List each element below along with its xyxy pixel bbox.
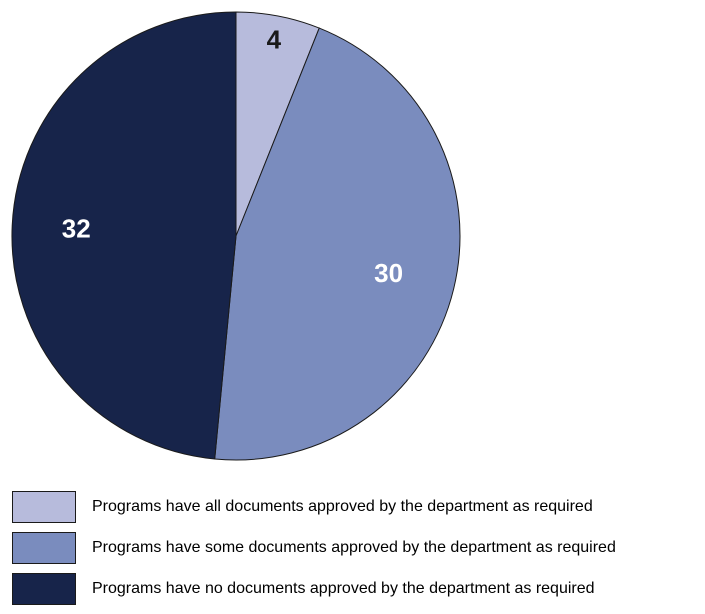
data-label-none-approved: 32: [62, 213, 91, 243]
legend-item-some-approved: Programs have some documents approved by…: [12, 532, 616, 564]
pie-slice-some-approved: [214, 27, 461, 461]
legend-label-all-approved: Programs have all documents approved by …: [92, 498, 593, 515]
legend-item-none-approved: Programs have no documents approved by t…: [12, 573, 616, 605]
legend-item-all-approved: Programs have all documents approved by …: [12, 491, 616, 523]
data-label-all-approved: 4: [267, 25, 282, 55]
legend-swatch-all-approved: [12, 491, 76, 523]
legend: Programs have all documents approved by …: [12, 491, 616, 614]
legend-swatch-some-approved: [12, 532, 76, 564]
legend-label-some-approved: Programs have some documents approved by…: [92, 539, 616, 556]
legend-swatch-none-approved: [12, 573, 76, 605]
legend-label-none-approved: Programs have no documents approved by t…: [92, 580, 595, 597]
data-label-some-approved: 30: [374, 258, 403, 288]
pie-slices: [11, 11, 461, 461]
pie-slice-none-approved: [11, 11, 237, 460]
pie-data-labels: 4 30 32: [62, 25, 403, 288]
pie-chart: 4 30 32: [11, 11, 461, 461]
